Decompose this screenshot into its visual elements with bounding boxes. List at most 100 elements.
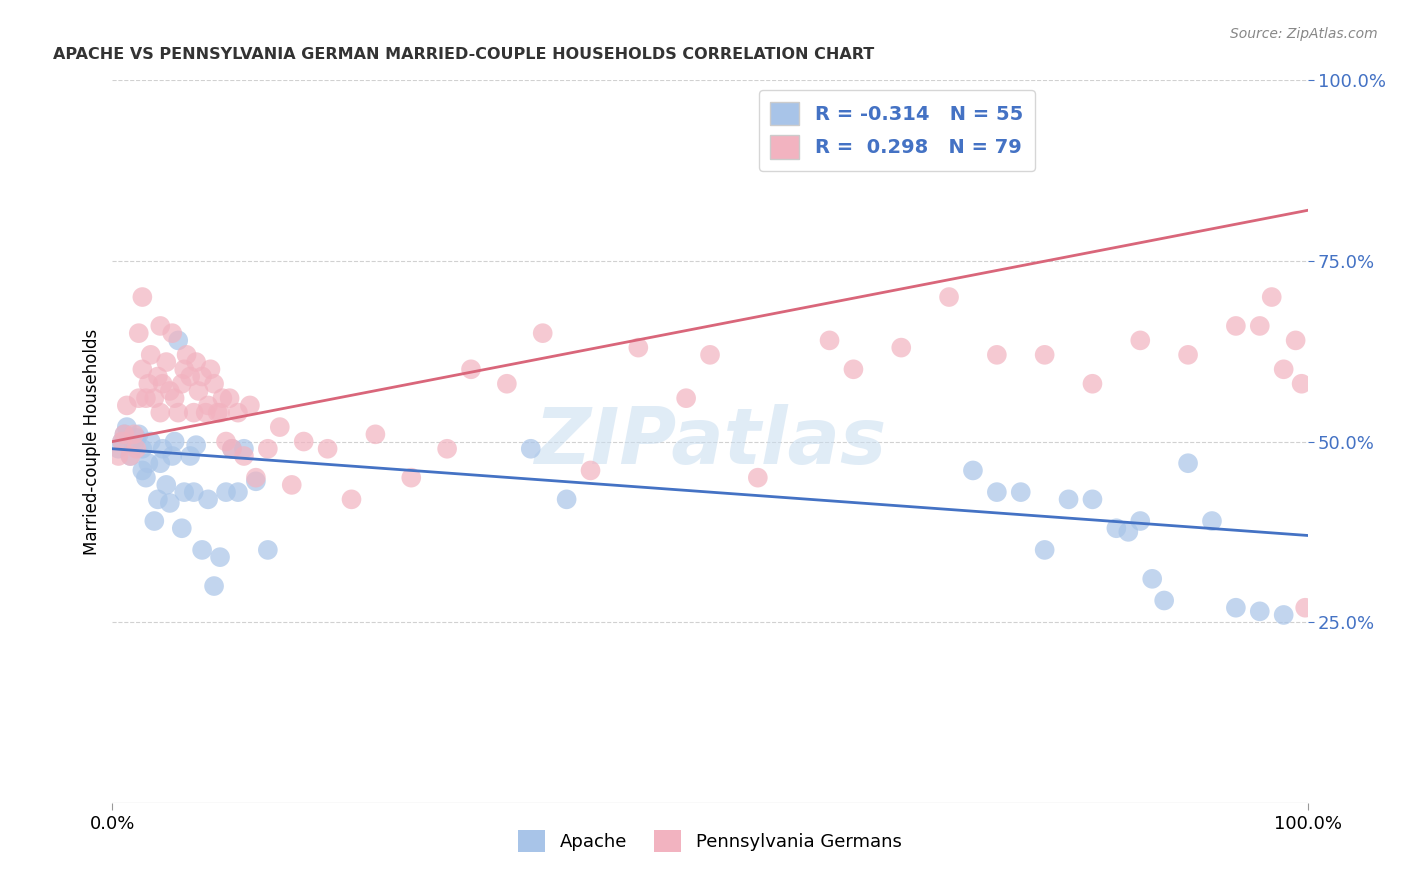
Point [233,449,256,463]
Point [699,348,721,362]
Point [173,362,195,376]
Point [186,355,208,369]
Point [146,492,169,507]
Point [176,348,198,362]
Point [1105,521,1128,535]
Point [1272,362,1295,376]
Point [221,442,243,456]
Point [364,427,387,442]
Point [747,470,769,484]
Point [1129,514,1152,528]
Point [555,492,578,507]
Point [1249,318,1271,333]
Point [245,470,267,484]
Point [1272,607,1295,622]
Point [167,406,190,420]
Point [138,376,160,391]
Point [179,449,201,463]
Point [115,398,138,412]
Point [170,376,193,391]
Point [163,391,186,405]
Point [520,442,543,456]
Point [1201,514,1223,528]
Point [115,420,138,434]
Point [1249,604,1271,618]
Point [436,442,458,456]
Point [111,434,134,449]
Point [269,420,291,434]
Point [292,434,315,449]
Point [257,542,280,557]
Point [401,470,423,484]
Text: APACHE VS PENNSYLVANIA GERMAN MARRIED-COUPLE HOUSEHOLDS CORRELATION CHART: APACHE VS PENNSYLVANIA GERMAN MARRIED-CO… [53,47,875,62]
Point [1010,485,1032,500]
Point [122,438,145,452]
Text: ZIPatlas: ZIPatlas [534,403,886,480]
Point [122,427,145,442]
Point [131,463,153,477]
Point [209,550,232,565]
Point [155,478,177,492]
Point [1057,492,1080,507]
Point [155,355,177,369]
Point [890,341,912,355]
Point [215,434,238,449]
Point [1153,593,1175,607]
Point [149,318,172,333]
Point [340,492,363,507]
Point [226,485,249,500]
Point [233,442,256,456]
Point [128,427,150,442]
Point [842,362,865,376]
Point [218,391,240,405]
Point [1118,524,1140,539]
Point [131,290,153,304]
Point [1291,376,1313,391]
Point [239,398,262,412]
Point [200,362,222,376]
Point [159,496,181,510]
Point [1033,542,1056,557]
Point [1081,492,1104,507]
Point [187,384,209,398]
Point [257,442,280,456]
Point [149,456,172,470]
Point [111,434,134,449]
Point [245,475,267,489]
Point [191,542,214,557]
Point [1081,376,1104,391]
Point [202,376,225,391]
Point [128,391,150,405]
Point [162,326,183,340]
Point [1177,456,1199,470]
Point [114,427,135,442]
Y-axis label: Married-couple Households: Married-couple Households [83,328,101,555]
Point [120,449,142,463]
Point [167,334,190,348]
Point [496,376,519,391]
Point [962,463,984,477]
Point [1285,334,1308,348]
Point [197,492,219,507]
Point [131,362,153,376]
Point [179,369,201,384]
Point [135,391,157,405]
Point [986,485,1008,500]
Point [1294,600,1316,615]
Point [221,442,243,456]
Point [1225,600,1247,615]
Legend: Apache, Pennsylvania Germans: Apache, Pennsylvania Germans [512,822,908,859]
Point [531,326,554,340]
Point [143,391,166,405]
Point [139,434,162,449]
Point [675,391,697,405]
Text: Source: ZipAtlas.com: Source: ZipAtlas.com [1230,27,1378,41]
Point [215,485,238,500]
Point [627,341,650,355]
Point [163,434,186,449]
Point [202,579,225,593]
Point [173,485,195,500]
Point [209,406,232,420]
Point [579,463,602,477]
Point [938,290,960,304]
